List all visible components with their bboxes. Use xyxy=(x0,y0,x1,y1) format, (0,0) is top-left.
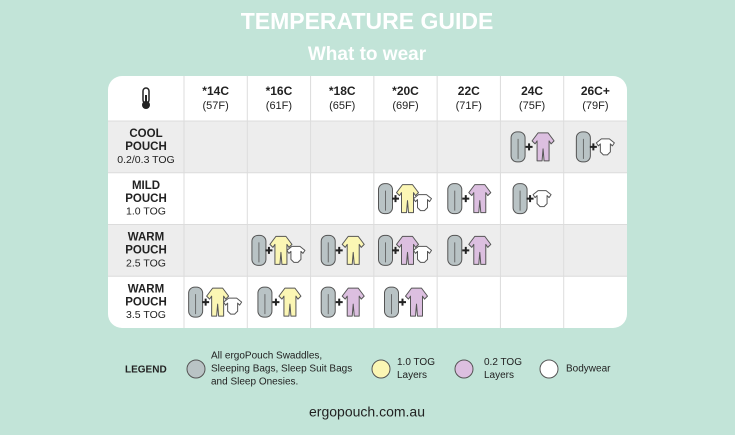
col-fahrenheit: (71F) xyxy=(456,100,482,112)
row-label: POUCH xyxy=(125,193,167,205)
row-label: WARM xyxy=(128,283,164,295)
legend-title: LEGEND xyxy=(125,365,167,376)
suit-icon xyxy=(206,287,230,317)
row-tog: 2.5 TOG xyxy=(126,257,166,269)
bodysuit-icon xyxy=(223,297,243,315)
legend-text: and Sleep Onesies. xyxy=(211,377,298,388)
row-label: COOL xyxy=(129,128,162,140)
suit-icon xyxy=(341,235,365,265)
col-celsius: 24C xyxy=(521,84,543,98)
col-fahrenheit: (79F) xyxy=(582,100,608,112)
row-tog: 3.5 TOG xyxy=(126,309,166,321)
table-card xyxy=(108,76,627,328)
bodysuit-icon xyxy=(595,138,615,156)
legend-text: 1.0 TOG xyxy=(397,357,435,368)
legend-text: 0.2 TOG xyxy=(484,357,522,368)
legend-swatch xyxy=(371,359,391,379)
bodysuit-icon xyxy=(532,190,552,208)
row-tog: 0.2/0.3 TOG xyxy=(117,154,174,166)
legend-text: Bodywear xyxy=(566,364,611,375)
row-band xyxy=(108,224,627,277)
suit-icon xyxy=(341,287,365,317)
row-tog: 1.0 TOG xyxy=(126,206,166,218)
suit-icon xyxy=(531,132,555,162)
subtitle: What to wear xyxy=(308,44,427,65)
row-label: WARM xyxy=(128,232,164,244)
legend-text: Layers xyxy=(397,370,427,381)
thermometer-icon xyxy=(142,87,150,109)
legend-swatch xyxy=(539,359,559,379)
row-label: MILD xyxy=(132,180,160,192)
row-label: POUCH xyxy=(125,296,167,308)
col-celsius: *20C xyxy=(392,84,419,98)
col-fahrenheit: (65F) xyxy=(329,100,355,112)
col-celsius: *14C xyxy=(202,84,229,98)
legend-text: Layers xyxy=(484,370,514,381)
suit-icon xyxy=(405,287,428,317)
col-celsius: 26C+ xyxy=(581,84,610,98)
suit-icon xyxy=(468,184,492,214)
footer: ergopouch.com.au xyxy=(309,404,425,420)
bodysuit-icon xyxy=(286,245,306,263)
col-fahrenheit: (69F) xyxy=(392,100,418,112)
col-fahrenheit: (61F) xyxy=(266,100,292,112)
suit-icon xyxy=(396,235,419,265)
suit-icon xyxy=(278,287,302,317)
col-celsius: *16C xyxy=(266,84,293,98)
bodysuit-icon xyxy=(413,194,432,212)
col-celsius: 22C xyxy=(458,84,480,98)
legend-swatch xyxy=(454,359,474,379)
suit-icon xyxy=(269,235,293,265)
col-celsius: *18C xyxy=(329,84,356,98)
title: TEMPERATURE GUIDE xyxy=(241,8,494,34)
col-fahrenheit: (75F) xyxy=(519,100,545,112)
bodysuit-icon xyxy=(413,245,432,263)
legend-swatch xyxy=(186,359,206,379)
legend-text: All ergoPouch Swaddles, xyxy=(211,351,322,362)
suit-icon xyxy=(468,235,492,265)
row-label: POUCH xyxy=(125,141,167,153)
col-fahrenheit: (57F) xyxy=(203,100,229,112)
legend-text: Sleeping Bags, Sleep Suit Bags xyxy=(211,364,352,375)
row-label: POUCH xyxy=(125,245,167,257)
suit-icon xyxy=(396,184,419,214)
